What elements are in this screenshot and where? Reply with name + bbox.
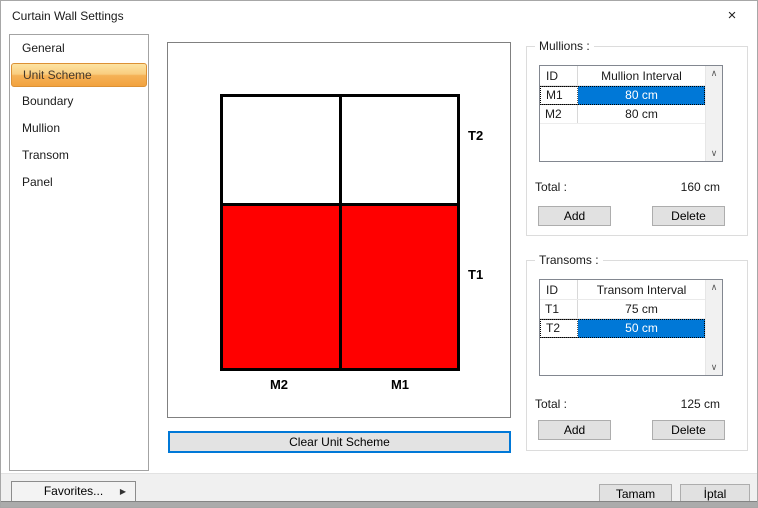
mullions-group-label: Mullions : — [535, 39, 594, 53]
clear-unit-scheme-button[interactable]: Clear Unit Scheme — [168, 431, 511, 453]
scroll-up-icon[interactable]: ∧ — [710, 282, 718, 292]
cell-t2-id[interactable]: T2 — [540, 319, 578, 338]
transoms-total-label: Total : — [535, 397, 568, 411]
close-icon: × — [727, 7, 737, 24]
transoms-table-header: ID Transom Interval — [540, 280, 705, 300]
mullions-table-header: ID Mullion Interval — [540, 66, 705, 86]
mullion-label-m1: M1 — [390, 377, 410, 392]
unit-scheme-preview[interactable]: T2 T1 M2 M1 — [167, 42, 511, 418]
mullions-delete-button[interactable]: Delete — [652, 206, 725, 226]
mullions-add-button[interactable]: Add — [538, 206, 611, 226]
transoms-add-button[interactable]: Add — [538, 420, 611, 440]
column-header-id: ID — [540, 280, 578, 299]
cell-t1-id[interactable]: T1 — [540, 300, 578, 318]
scroll-down-icon[interactable]: ∨ — [710, 362, 718, 372]
table-row-m2[interactable]: M2 80 cm — [540, 105, 705, 124]
cell-t2-interval[interactable]: 50 cm — [578, 319, 705, 338]
sidebar-item-unit-scheme[interactable]: Unit Scheme — [11, 63, 147, 87]
transoms-delete-button[interactable]: Delete — [652, 420, 725, 440]
table-row-t2[interactable]: T2 50 cm — [540, 319, 705, 338]
mullions-total-label: Total : — [535, 180, 568, 194]
settings-category-list: General Unit Scheme Boundary Mullion Tra… — [9, 34, 149, 471]
sidebar-item-panel[interactable]: Panel — [22, 175, 53, 189]
transom-label-t2: T2 — [468, 128, 484, 143]
cell-m2-id[interactable]: M2 — [540, 105, 578, 123]
transoms-group: Transoms : ID Transom Interval T1 75 cm … — [526, 253, 748, 451]
close-button[interactable]: × — [713, 1, 751, 30]
mullions-group: Mullions : ID Mullion Interval M1 80 cm … — [526, 39, 748, 236]
scroll-down-icon[interactable]: ∨ — [710, 148, 718, 158]
unit-scheme-grid — [220, 94, 460, 371]
table-row-m1[interactable]: M1 80 cm — [540, 86, 705, 105]
cell-t1-interval[interactable]: 75 cm — [625, 302, 658, 316]
column-header-transom-interval: Transom Interval — [596, 283, 687, 297]
panel-cell-bottom-right[interactable] — [341, 206, 457, 368]
cancel-button[interactable]: İptal — [680, 484, 750, 503]
transoms-table-scrollbar[interactable]: ∧ ∨ — [705, 280, 722, 375]
cell-m1-id[interactable]: M1 — [540, 86, 578, 105]
sidebar-item-boundary[interactable]: Boundary — [22, 94, 74, 108]
transoms-total-value: 125 cm — [680, 397, 720, 411]
sidebar-item-mullion[interactable]: Mullion — [22, 121, 61, 135]
mullions-total-value: 160 cm — [680, 180, 720, 194]
mullion-label-m2: M2 — [269, 377, 289, 392]
cell-m1-interval[interactable]: 80 cm — [578, 86, 705, 105]
menu-arrow-icon: ▶ — [119, 487, 126, 496]
sidebar-item-general[interactable]: General — [22, 41, 65, 55]
cell-m2-interval[interactable]: 80 cm — [625, 107, 658, 121]
favorites-label: Favorites... — [43, 484, 104, 498]
sidebar-item-transom[interactable]: Transom — [22, 148, 69, 162]
dialog-footer: Favorites... ▶ Tamam İptal — [1, 473, 757, 503]
transoms-table: ID Transom Interval T1 75 cm T2 50 cm ∧ … — [539, 279, 723, 376]
column-header-id: ID — [540, 66, 578, 85]
panel-cell-top-right[interactable] — [341, 97, 457, 203]
mullions-table: ID Mullion Interval M1 80 cm M2 80 cm ∧ … — [539, 65, 723, 162]
column-header-mullion-interval: Mullion Interval — [601, 69, 682, 83]
transoms-group-label: Transoms : — [535, 253, 603, 267]
panel-cell-top-left[interactable] — [223, 97, 339, 203]
title-bar: Curtain Wall Settings × — [1, 1, 757, 31]
table-row-t1[interactable]: T1 75 cm — [540, 300, 705, 319]
panel-cell-bottom-left[interactable] — [223, 206, 339, 368]
transom-label-t1: T1 — [468, 267, 484, 282]
mullions-table-scrollbar[interactable]: ∧ ∨ — [705, 66, 722, 161]
favorites-button[interactable]: Favorites... ▶ — [11, 481, 136, 502]
window-bottom-edge — [1, 501, 757, 507]
scroll-up-icon[interactable]: ∧ — [710, 68, 718, 78]
dialog-title: Curtain Wall Settings — [12, 9, 124, 23]
